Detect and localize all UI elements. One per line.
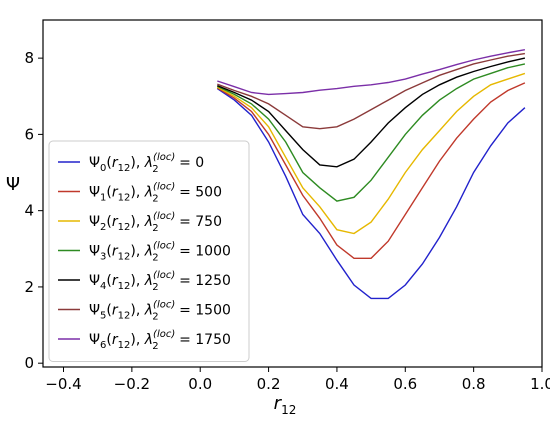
x-tick-label: 0.0	[188, 375, 212, 393]
legend: Ψ0(r12), λ(loc) 2 = 0 Ψ1(r12), λ(loc) 2 = 5…	[48, 140, 250, 362]
x-tick-label: 1.0	[530, 375, 550, 393]
series-layer	[216, 49, 526, 300]
legend-box	[48, 140, 250, 362]
legend-entry-6: Ψ6(r12), λ(loc) 2 = 1750	[89, 329, 231, 352]
legend-entry-3: Ψ3(r12), λ(loc) 2 = 1000	[89, 241, 231, 264]
x-axis-label: r12	[274, 393, 297, 417]
x-axis-label-subscript: 12	[281, 403, 296, 417]
x-tick-label: 0.8	[462, 375, 486, 393]
x-tick-label: −0.2	[114, 375, 150, 393]
series-line-2	[216, 72, 526, 235]
series-line-4	[217, 57, 526, 168]
axes-frame	[42, 19, 543, 368]
series-line-6	[217, 49, 526, 96]
x-tick-label: 0.6	[393, 375, 417, 393]
x-tick-label: 0.2	[257, 375, 281, 393]
series-line-1	[216, 82, 526, 259]
x-tick-label: −0.4	[45, 375, 81, 393]
y-ticks: 0 2 4 6 8	[24, 49, 43, 372]
y-tick-label: 2	[24, 278, 34, 296]
x-tick-label: 0.4	[325, 375, 349, 393]
legend-entry-2: Ψ2(r12), λ(loc) 2 = 750	[89, 211, 222, 234]
legend-entry-0: Ψ0(r12), λ(loc) 2 = 0	[89, 152, 204, 175]
legend-entry-5: Ψ5(r12), λ(loc) 2 = 1500	[89, 300, 231, 323]
series-line-0	[216, 88, 526, 300]
y-tick-label: 4	[24, 202, 34, 220]
y-tick-label: 8	[24, 49, 34, 67]
y-tick-label: 6	[24, 125, 34, 143]
x-ticks: −0.4 −0.2 0.0 0.2 0.4 0.6 0.8 1.0	[45, 367, 550, 393]
legend-entry-1: Ψ1(r12), λ(loc) 2 = 500	[89, 182, 222, 205]
y-axis-label: Ψ	[6, 174, 20, 195]
series-line-3	[217, 63, 526, 202]
series-line-5	[217, 52, 526, 130]
legend-entry-4: Ψ4(r12), λ(loc) 2 = 1250	[89, 270, 231, 293]
y-tick-label: 0	[24, 354, 34, 372]
